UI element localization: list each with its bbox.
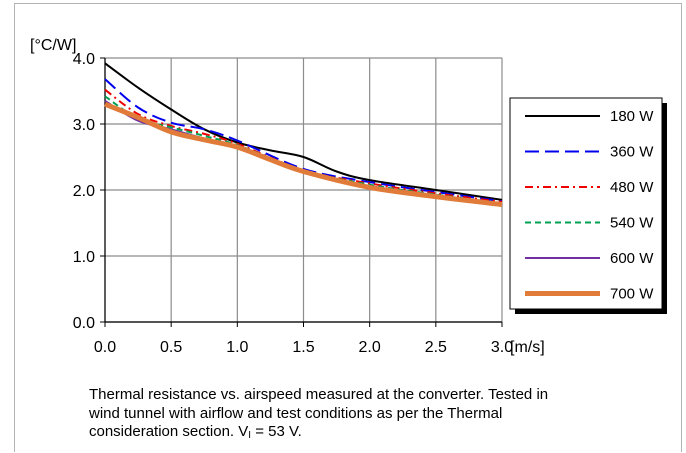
x-tick-label: 0.0 [94, 339, 116, 356]
legend-label: 700 W [610, 286, 654, 303]
chart-axes: 0.0 0.5 1.0 1.5 2.0 2.5 3.0 0.0 1.0 2.0 3.0 4.0 [73, 51, 513, 356]
thermal-resistance-chart: 0.0 0.5 1.0 1.5 2.0 2.5 3.0 0.0 1.0 2.0 3.0 4.0 180… [30, 37, 667, 356]
y-axis-label: [°C/W] [30, 37, 76, 54]
y-tick-label: 1.0 [73, 249, 95, 266]
caption-line-3-subscript: I [248, 430, 252, 441]
legend-label: 180 W [610, 108, 654, 125]
caption-line-3-suffix: = 53 V. [251, 423, 302, 440]
x-tick-label: 0.5 [160, 339, 182, 356]
chart-legend: 180 W 360 W 480 W 540 W 600 W 700 W [509, 97, 667, 314]
legend-label: 480 W [610, 179, 654, 196]
series-line-480w [104, 88, 503, 203]
caption-line-2: wind tunnel with airflow and test condit… [89, 404, 503, 422]
y-tick-label: 0.0 [73, 315, 95, 332]
legend-label: 540 W [610, 215, 654, 232]
y-tick-label: 2.0 [73, 183, 95, 200]
x-tick-label: 3.0 [491, 339, 513, 356]
x-tick-label: 1.0 [226, 339, 248, 356]
series-line-180w [104, 62, 503, 201]
legend-label: 360 W [610, 144, 654, 161]
x-axis-label: [m/s] [510, 339, 545, 356]
chart-series [104, 62, 503, 207]
legend-label: 600 W [610, 250, 654, 267]
figure-caption: Thermal resistance vs. airspeed measured… [89, 386, 679, 446]
y-tick-label: 4.0 [73, 51, 95, 68]
x-tick-label: 1.5 [292, 339, 314, 356]
series-line-700w [104, 101, 503, 207]
caption-line-1: Thermal resistance vs. airspeed measured… [89, 386, 549, 403]
caption-line-3-prefix: consideration section. V [89, 423, 249, 440]
y-tick-label: 3.0 [73, 117, 95, 134]
figure-frame [14, 3, 682, 452]
legend-box [509, 97, 663, 310]
series-line-360w [104, 78, 503, 203]
x-tick-label: 2.0 [359, 339, 381, 356]
x-tick-label: 2.5 [425, 339, 447, 356]
